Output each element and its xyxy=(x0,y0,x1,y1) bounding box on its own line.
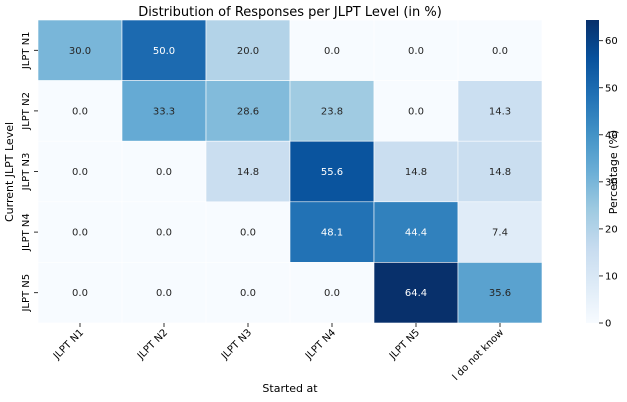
x-tick-label: I do not know xyxy=(450,327,506,383)
heatmap-cell-label: 14.8 xyxy=(405,167,427,178)
colorbar-ticks: 0 10 20 30 40 50 60 xyxy=(599,36,618,330)
heatmap-cell xyxy=(289,80,375,142)
heatmap-cell xyxy=(37,140,123,203)
colorbar-label: Percentage (%) xyxy=(607,130,620,214)
heatmap-cell xyxy=(457,262,543,324)
colorbar-tick-label: 40 xyxy=(605,130,618,141)
heatmap-cell xyxy=(121,201,207,263)
colorbar-tick-label: 50 xyxy=(605,83,618,94)
heatmap-cell-label: 0.0 xyxy=(156,167,172,178)
heatmap-cell xyxy=(37,201,123,263)
x-tick-label: JLPT N5 xyxy=(387,327,422,362)
y-tick-label: JLPT N2 xyxy=(21,92,32,131)
heatmap-cell xyxy=(205,262,291,324)
x-axis-ticks: JLPT N1 JLPT N2 JLPT N3 JLPT N4 JLPT N5 I do … xyxy=(51,323,506,383)
heatmap-cell-label: 14.3 xyxy=(489,106,511,117)
heatmap-cell-label: 0.0 xyxy=(72,106,88,117)
colorbar xyxy=(586,20,599,323)
heatmap-cell xyxy=(457,140,543,203)
heatmap-cell-label: 0.0 xyxy=(72,228,88,239)
heatmap-cell-label: 0.0 xyxy=(324,46,340,57)
heatmap-cell-label: 30.0 xyxy=(69,46,91,57)
heatmap-cell-label: 0.0 xyxy=(408,46,424,57)
heatmap-cell-label: 35.6 xyxy=(489,288,511,299)
heatmap-cell xyxy=(373,201,459,263)
x-tick-label: JLPT N1 xyxy=(51,327,86,362)
heatmap-cell-label: 14.8 xyxy=(237,167,259,178)
x-tick-label: JLPT N2 xyxy=(135,327,170,362)
heatmap-cell xyxy=(37,262,123,324)
colorbar-tick-label: 30 xyxy=(605,177,618,188)
heatmap-cell-label: 0.0 xyxy=(72,288,88,299)
heatmap-cell-labels: 30.0 50.0 20.0 0.0 0.0 0.0 0.0 33.3 28.6 23.8 0.0 1… xyxy=(69,46,511,299)
heatmap-cell-label: 7.4 xyxy=(492,228,508,239)
heatmap-cell-label: 44.4 xyxy=(405,228,427,239)
heatmap-cell xyxy=(289,19,375,81)
heatmap-cell xyxy=(121,19,207,81)
heatmap-cell xyxy=(373,19,459,81)
heatmap-cell xyxy=(289,201,375,263)
heatmap-cell xyxy=(205,140,291,203)
heatmap-cell-label: 64.4 xyxy=(405,288,427,299)
y-tick-label: JLPT N4 xyxy=(21,213,32,252)
heatmap-cell-label: 28.6 xyxy=(237,106,259,117)
heatmap-cell-label: 23.8 xyxy=(321,106,343,117)
heatmap-cell xyxy=(457,80,543,142)
colorbar-tick-label: 10 xyxy=(605,271,618,282)
heatmap-cell-label: 55.6 xyxy=(321,167,343,178)
heatmap-cell xyxy=(289,140,375,203)
heatmap-cell-label: 0.0 xyxy=(408,106,424,117)
colorbar-tick-label: 20 xyxy=(605,224,618,235)
heatmap-cell xyxy=(457,201,543,263)
colorbar-tick-label: 0 xyxy=(605,319,611,330)
x-tick-label: JLPT N3 xyxy=(219,327,254,362)
heatmap-cell xyxy=(457,19,543,81)
y-tick-label: JLPT N1 xyxy=(21,31,32,70)
heatmap-cell-label: 0.0 xyxy=(324,288,340,299)
y-tick-label: JLPT N3 xyxy=(21,153,32,192)
y-axis-label: Current JLPT Level xyxy=(3,122,16,222)
y-tick-label: JLPT N5 xyxy=(21,274,32,313)
heatmap-cell xyxy=(37,19,123,81)
heatmap-cell xyxy=(121,80,207,142)
heatmap-cell-label: 0.0 xyxy=(72,167,88,178)
heatmap-cell-label: 0.0 xyxy=(156,228,172,239)
heatmap-cell xyxy=(289,262,375,324)
heatmap-cell-label: 14.8 xyxy=(489,167,511,178)
heatmap-cell xyxy=(121,140,207,203)
x-tick-label: JLPT N4 xyxy=(303,327,338,362)
heatmap-cell-label: 50.0 xyxy=(153,46,175,57)
heatmap-cell-label: 0.0 xyxy=(492,46,508,57)
heatmap-cell-label: 0.0 xyxy=(240,288,256,299)
heatmap-cell-label: 33.3 xyxy=(153,106,175,117)
heatmap-cell-label: 20.0 xyxy=(237,46,259,57)
heatmap-cell-label: 48.1 xyxy=(321,228,343,239)
heatmap-cell xyxy=(373,262,459,324)
heatmap-cell-label: 0.0 xyxy=(240,228,256,239)
heatmap-cell-label: 0.0 xyxy=(156,288,172,299)
heatmap-cells xyxy=(37,19,543,324)
heatmap-cell xyxy=(373,140,459,203)
heatmap-cell xyxy=(205,201,291,263)
heatmap-cell xyxy=(205,19,291,81)
chart-title: Distribution of Responses per JLPT Level… xyxy=(138,5,442,20)
colorbar-tick-label: 60 xyxy=(605,36,618,47)
x-axis-label: Started at xyxy=(262,382,318,395)
y-axis-ticks: JLPT N1 JLPT N2 JLPT N3 JLPT N4 JLPT N5 xyxy=(21,31,38,313)
